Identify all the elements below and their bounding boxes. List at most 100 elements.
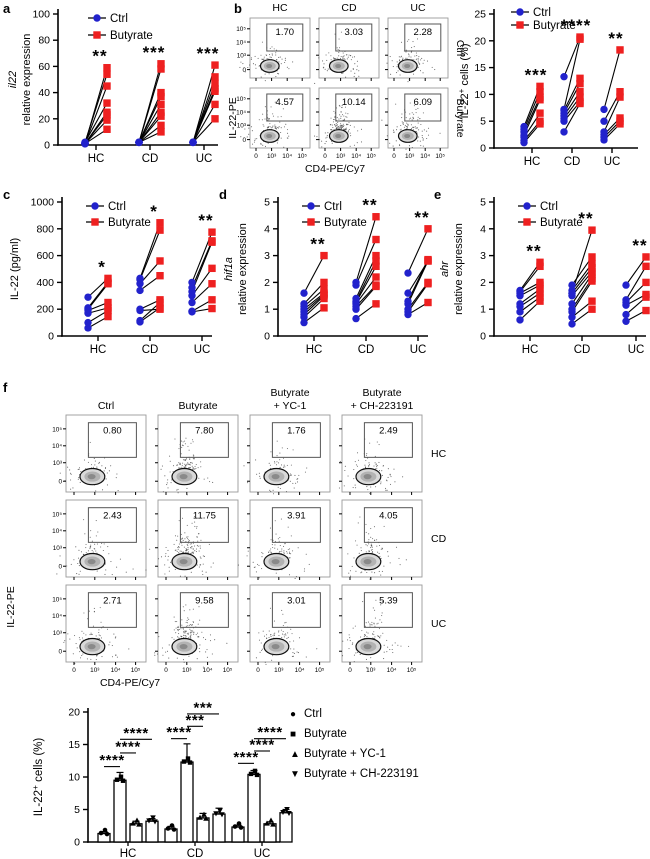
flow-dot xyxy=(259,475,261,477)
flow-dot xyxy=(174,568,176,571)
butyrate-point xyxy=(320,289,328,297)
flow-dot xyxy=(98,637,101,640)
data-marker-square xyxy=(181,759,187,764)
flow-dot xyxy=(259,477,261,479)
flow-dot xyxy=(101,656,103,658)
flow-dot xyxy=(376,545,378,547)
flow-dot xyxy=(417,60,419,62)
flow-dot xyxy=(95,550,97,552)
flow-dot xyxy=(399,129,401,131)
flow-dot xyxy=(279,466,281,468)
butyrate-point xyxy=(616,46,624,54)
significance-stars: ** xyxy=(526,241,541,260)
flow-dot xyxy=(110,560,112,563)
pair-line xyxy=(192,104,216,143)
flow-dot xyxy=(195,464,197,466)
flow-dot xyxy=(381,601,384,603)
flow-dot xyxy=(200,557,202,559)
flow-dot xyxy=(275,126,277,128)
ctrl-point xyxy=(300,318,308,327)
flow-dot xyxy=(97,531,99,533)
butyrate-point xyxy=(536,285,544,293)
flow-dot xyxy=(297,547,299,549)
flow-dot xyxy=(382,632,384,634)
butyrate-point xyxy=(156,219,164,227)
flow-dot xyxy=(353,126,355,128)
flow-dot xyxy=(334,116,336,118)
butyrate-point xyxy=(104,298,112,307)
flow-dot xyxy=(294,474,296,477)
flow-dot xyxy=(370,545,372,547)
flow-dot xyxy=(293,648,295,650)
x-category-label: HC xyxy=(88,153,105,165)
pair-line xyxy=(407,228,429,274)
flow-dot xyxy=(400,124,402,127)
ctrl-point xyxy=(81,139,89,148)
y-tick-label: 15 xyxy=(68,739,80,751)
flow-dot xyxy=(422,139,424,141)
flow-dot xyxy=(278,61,280,63)
flow-dot xyxy=(380,635,382,637)
flow-dot xyxy=(272,635,274,637)
flow-dot xyxy=(409,113,411,115)
flow-dot xyxy=(206,649,208,651)
flow-dot xyxy=(266,58,268,60)
y-axis-label: IL-22-PE xyxy=(227,97,239,138)
population-blob-core xyxy=(179,558,188,565)
flow-dot xyxy=(192,548,194,550)
flow-dot xyxy=(378,635,380,637)
flow-dot xyxy=(364,466,366,468)
flow-dot xyxy=(199,619,201,621)
flow-dot xyxy=(338,51,340,54)
butyrate-point xyxy=(103,64,111,72)
flow-dot xyxy=(354,461,356,463)
flow-dot xyxy=(345,54,347,56)
gate-rectangle xyxy=(271,592,321,628)
flow-dot xyxy=(356,651,358,653)
flow-dot xyxy=(378,461,380,463)
flow-dot xyxy=(181,517,184,519)
flow-dot xyxy=(181,619,183,621)
flow-dot xyxy=(154,652,156,654)
flow-dot xyxy=(186,619,188,622)
flow-dot xyxy=(381,474,383,476)
flow-dot xyxy=(262,630,264,632)
bar xyxy=(180,761,194,843)
flow-dot xyxy=(278,551,281,553)
flow-dot xyxy=(336,117,338,119)
flow-dot xyxy=(125,571,127,573)
flow-dot xyxy=(100,621,102,623)
flow-dot xyxy=(369,625,371,627)
flow-dot xyxy=(176,539,178,541)
flow-dot xyxy=(345,76,347,78)
flow-dot xyxy=(360,547,362,549)
flow-dot xyxy=(170,561,172,563)
flow-dot xyxy=(267,142,269,144)
flow-dot xyxy=(196,564,198,566)
flow-dot xyxy=(340,123,342,125)
flow-dot xyxy=(277,73,280,75)
flow-dot xyxy=(355,464,357,466)
ctrl-point xyxy=(136,274,144,283)
flow-dot xyxy=(389,483,392,485)
flow-dot xyxy=(185,621,187,623)
flow-dot xyxy=(420,145,422,147)
flow-dot xyxy=(186,537,189,539)
x-tick-label: 10³ xyxy=(336,153,345,160)
flow-dot xyxy=(192,608,194,610)
flow-dot xyxy=(108,470,110,472)
flow-dot xyxy=(369,623,371,625)
flow-dot xyxy=(403,126,405,128)
x-tick-label: 10⁵ xyxy=(435,153,445,160)
pair-line xyxy=(407,283,429,313)
flow-dot xyxy=(67,466,69,468)
butyrate-point xyxy=(372,273,380,281)
significance-stars: * xyxy=(150,202,158,221)
flow-dot xyxy=(292,655,294,657)
flow-dot xyxy=(410,117,412,119)
flow-dot xyxy=(285,621,287,623)
flow-dot xyxy=(196,536,198,538)
flow-dot xyxy=(283,550,285,552)
flow-dot xyxy=(376,635,378,637)
